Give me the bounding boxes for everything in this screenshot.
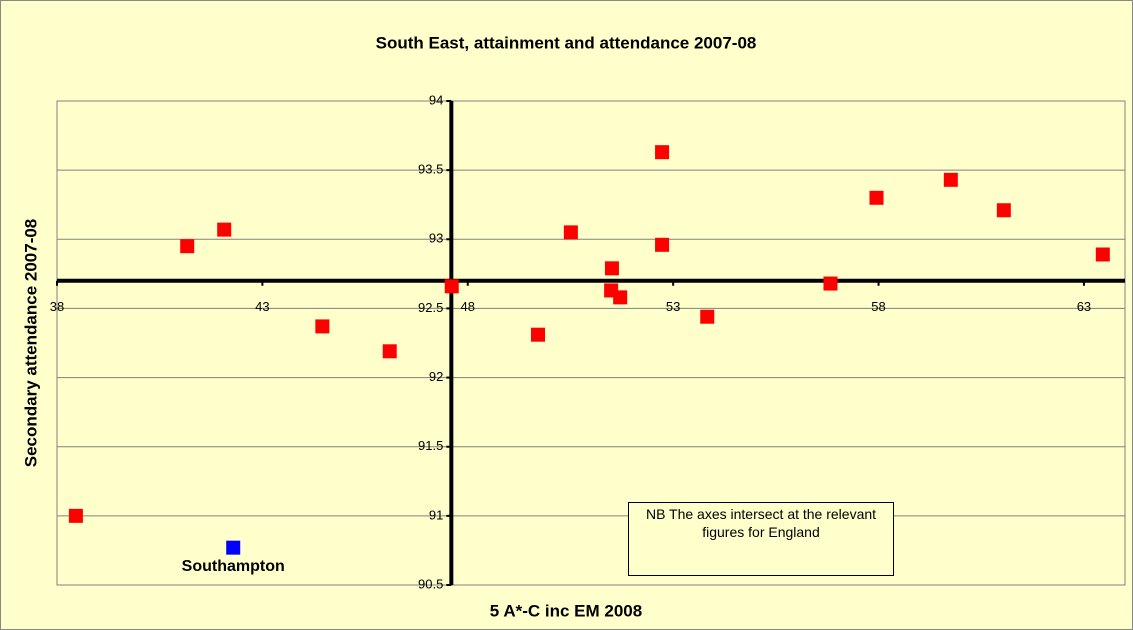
x-axis-title: 5 A*-C inc EM 2008 bbox=[490, 601, 642, 620]
point bbox=[315, 319, 330, 334]
point bbox=[823, 276, 838, 291]
x-tick-label: 38 bbox=[50, 299, 64, 314]
y-tick-label: 92 bbox=[429, 369, 443, 384]
y-tick-label: 94 bbox=[429, 92, 443, 107]
y-tick-label: 92.5 bbox=[418, 300, 443, 315]
point bbox=[180, 239, 195, 254]
annotation: NB The axes intersect at the relevant fi… bbox=[628, 502, 894, 576]
x-tick-label: 63 bbox=[1077, 299, 1091, 314]
point bbox=[217, 222, 232, 237]
point bbox=[655, 237, 670, 252]
y-axis-title: Secondary attendance 2007-08 bbox=[21, 219, 40, 468]
point bbox=[943, 172, 958, 187]
x-tick-label: 53 bbox=[666, 299, 680, 314]
point bbox=[655, 145, 670, 160]
point bbox=[531, 327, 546, 342]
y-tick-label: 93 bbox=[429, 231, 443, 246]
point bbox=[444, 279, 459, 294]
point bbox=[382, 344, 397, 359]
y-tick-label: 91.5 bbox=[418, 438, 443, 453]
plot-area bbox=[56, 100, 1126, 586]
point bbox=[68, 508, 83, 523]
point bbox=[1095, 247, 1110, 262]
point bbox=[604, 261, 619, 276]
x-tick-label: 58 bbox=[871, 299, 885, 314]
y-tick-label: 90.5 bbox=[418, 576, 443, 591]
point bbox=[700, 309, 715, 324]
chart-title: South East, attainment and attendance 20… bbox=[376, 33, 757, 52]
point bbox=[226, 540, 241, 555]
x-tick-label: 48 bbox=[461, 299, 475, 314]
point bbox=[869, 190, 884, 205]
x-tick-label: 43 bbox=[255, 299, 269, 314]
point-label: Southampton bbox=[182, 558, 285, 575]
point bbox=[996, 203, 1011, 218]
y-tick-label: 93.5 bbox=[418, 162, 443, 177]
point bbox=[613, 290, 628, 305]
point bbox=[563, 225, 578, 240]
y-tick-label: 91 bbox=[429, 507, 443, 522]
